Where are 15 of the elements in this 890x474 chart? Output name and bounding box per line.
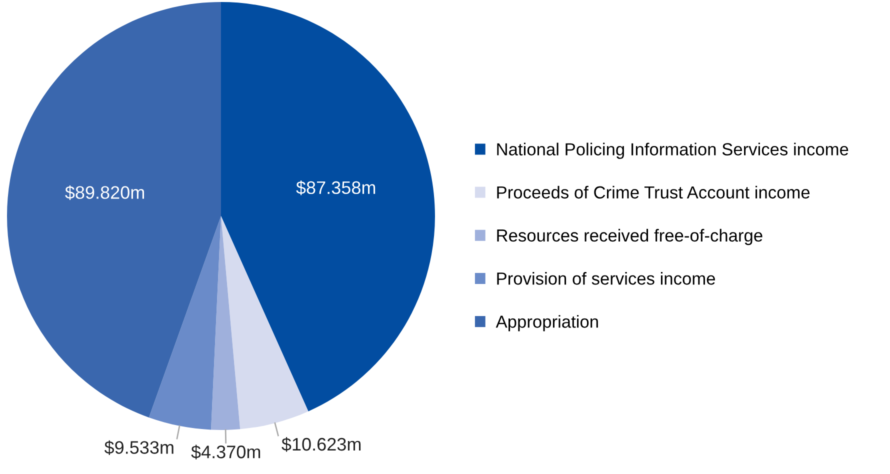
data-label: $9.533m: [104, 440, 174, 455]
legend-label: Resources received free-of-charge: [497, 228, 762, 246]
legend-label: Proceeds of Crime Trust Account income: [497, 186, 810, 199]
pie-slice: [148, 216, 221, 430]
pie-slice: [7, 2, 221, 418]
data-label: $4.370m: [191, 444, 260, 460]
data-label: $87.358m: [296, 180, 376, 196]
data-label: $89.820m: [65, 185, 144, 200]
data-label: $10.623m: [282, 437, 361, 452]
pie-slice: [221, 216, 308, 430]
legend-label: National Policing Information Services income: [497, 142, 848, 159]
pie-slice: [221, 2, 435, 412]
pie-slice: [211, 216, 240, 430]
legend-label: Provision of services income: [497, 272, 715, 285]
legend-label: Appropriation: [496, 315, 598, 332]
